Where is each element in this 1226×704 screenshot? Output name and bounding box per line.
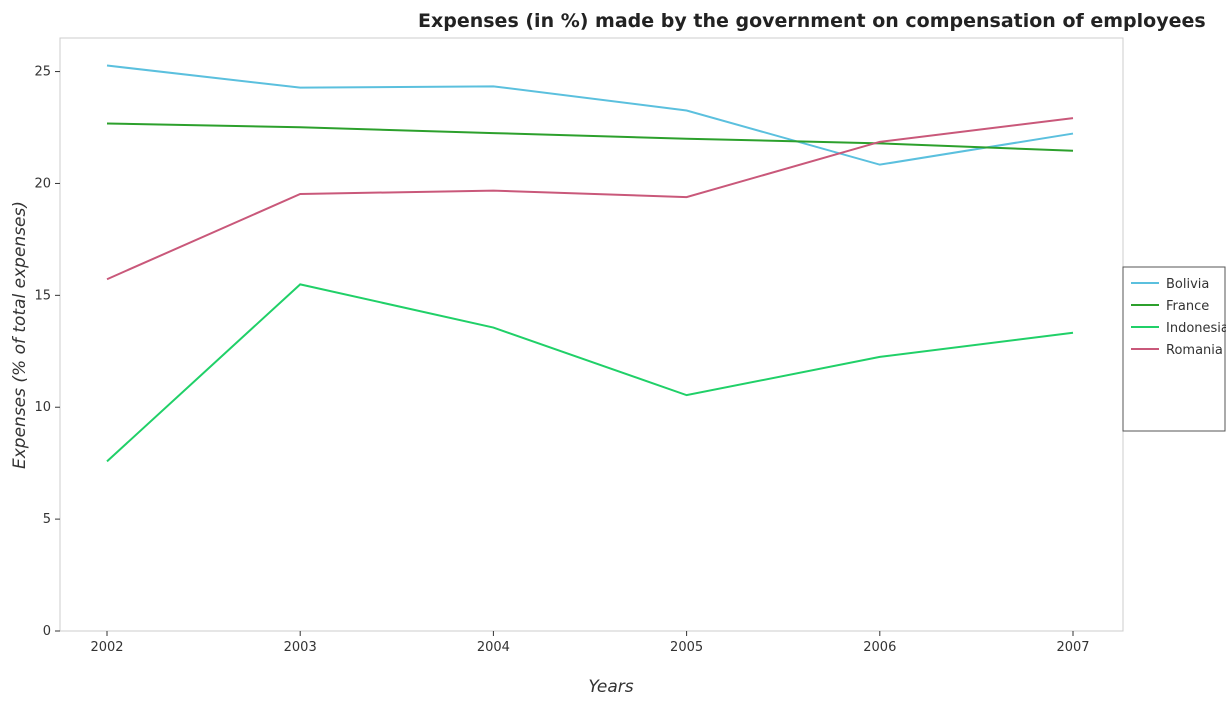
x-tick-label: 2007: [1056, 640, 1089, 655]
series-line-romania: [106, 117, 1074, 281]
chart-title: Expenses (in %) made by the government o…: [418, 10, 1206, 32]
y-tick-label: 0: [43, 624, 51, 639]
x-axis: 2002 2003 2004 2005 2006 2007: [90, 631, 1090, 655]
legend-label: Romania: [1166, 343, 1223, 358]
plot-area: [59, 37, 1124, 632]
y-tick-label: 15: [34, 288, 51, 303]
series-layer: [106, 64, 1074, 463]
y-axis-label: Expenses (% of total expenses): [10, 201, 30, 469]
y-tick-label: 5: [43, 512, 51, 527]
x-tick-label: 2004: [477, 640, 510, 655]
legend-label: France: [1166, 299, 1209, 314]
y-tick-label: 10: [34, 400, 51, 415]
x-tick-label: 2003: [284, 640, 317, 655]
series-line-france: [106, 122, 1074, 152]
x-tick-label: 2005: [670, 640, 703, 655]
x-tick-label: 2006: [863, 640, 896, 655]
series-line-indonesia: [106, 283, 1074, 463]
x-axis-label: Years: [588, 677, 633, 697]
series-line-bolivia: [106, 64, 1074, 166]
x-tick-label: 2002: [90, 640, 123, 655]
y-tick-label: 20: [34, 176, 51, 191]
legend-label: Indonesia: [1166, 321, 1226, 336]
legend-label: Bolivia: [1166, 277, 1209, 292]
legend: Bolivia France Indonesia Romania: [1122, 266, 1226, 432]
y-axis: 0 5 10 15 20 25: [34, 65, 60, 639]
y-tick-label: 25: [34, 65, 51, 80]
